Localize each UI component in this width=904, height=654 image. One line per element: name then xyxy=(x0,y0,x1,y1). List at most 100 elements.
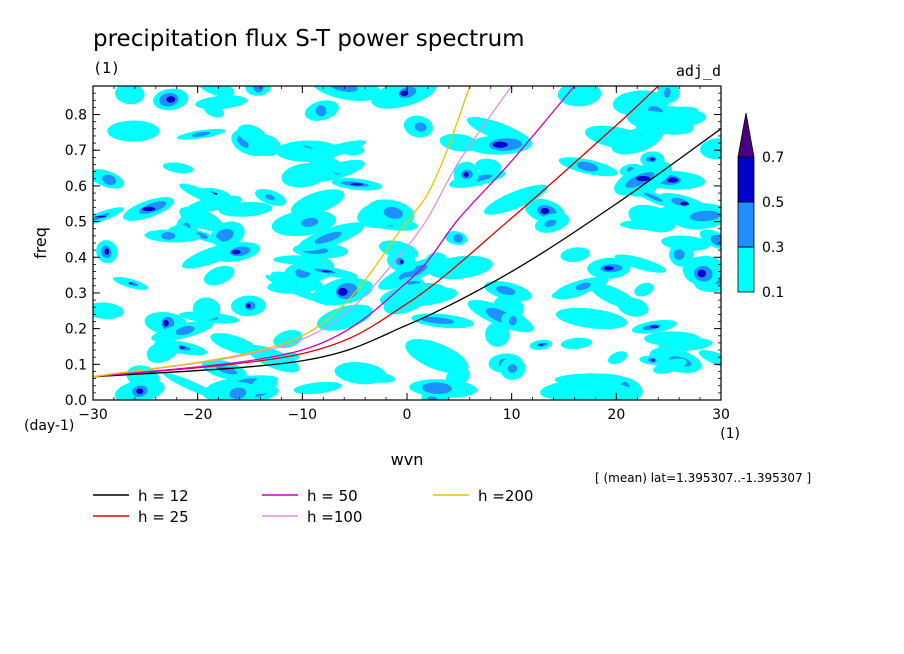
contour-level-1 xyxy=(589,283,638,310)
y-axis: 0.0 0.1 0.2 0.3 0.4 0.5 0.6 0.7 0.8 xyxy=(65,85,721,409)
contour-level-1 xyxy=(270,271,292,281)
contour-level-1 xyxy=(614,254,667,273)
contour-level-1 xyxy=(290,189,345,216)
contour-level-1 xyxy=(147,340,180,363)
legend: h = 12 h = 25 h = 50 h =100 h =200 xyxy=(93,487,533,526)
contour-level-2 xyxy=(508,316,517,326)
contour-level-2 xyxy=(314,231,342,244)
x-tick-label: 20 xyxy=(607,407,625,423)
colorbar-segment xyxy=(737,156,755,203)
contour-level-2 xyxy=(420,316,455,324)
contour-level-3 xyxy=(321,270,332,273)
x-axis: −30 −20 −10 0 10 20 30 xyxy=(78,86,730,423)
contour-level-2 xyxy=(195,232,208,239)
units-label: (1) xyxy=(93,59,120,77)
y-tick-label: 0.1 xyxy=(65,357,87,373)
dispersion-curves xyxy=(93,86,721,378)
x-tick-label: 0 xyxy=(403,407,412,423)
contour-level-3 xyxy=(231,249,241,255)
y-axis-units: (day-1) xyxy=(24,418,74,434)
contour-level-3 xyxy=(350,183,364,186)
contour-level-1 xyxy=(273,330,303,348)
contour-level-3 xyxy=(104,248,110,255)
curve-h-200 xyxy=(93,86,471,378)
contour-level-1 xyxy=(611,128,642,139)
contour-level-1 xyxy=(574,383,633,400)
contour-level-1 xyxy=(247,144,283,155)
contour-level-1 xyxy=(555,307,628,330)
contour-level-2 xyxy=(453,234,463,243)
x-axis-label: wvn xyxy=(391,450,424,469)
contour-level-1 xyxy=(654,205,691,223)
contour-level-3 xyxy=(650,325,659,329)
contour-level-1 xyxy=(179,206,224,232)
contour-level-1 xyxy=(107,120,160,142)
colorbar-extend-arrow xyxy=(737,112,755,158)
contour-level-1 xyxy=(186,195,242,213)
contour-level-2 xyxy=(544,219,557,227)
contour-level-1 xyxy=(653,358,687,374)
contour-level-2 xyxy=(710,235,721,246)
colorbar-label: 0.3 xyxy=(762,240,784,256)
contour-level-1 xyxy=(162,162,194,174)
contour-level-3 xyxy=(163,319,169,327)
contour-level-3 xyxy=(667,177,679,183)
contour-level-2 xyxy=(644,192,663,202)
y-tick-label: 0.8 xyxy=(65,108,87,124)
contour-level-2 xyxy=(301,217,319,227)
contour-level-3 xyxy=(136,388,144,394)
contour-level-2 xyxy=(689,210,721,222)
contour-level-3 xyxy=(142,206,156,212)
colorbar-label: 0.1 xyxy=(762,285,784,301)
contour-level-2 xyxy=(264,194,276,201)
contour-level-1 xyxy=(475,158,502,174)
contour-level-1 xyxy=(560,247,590,262)
legend-label: h = 12 xyxy=(138,487,189,505)
contour-level-3 xyxy=(246,303,251,309)
contour-level-3 xyxy=(680,201,689,206)
contour-level-1 xyxy=(557,86,602,107)
contour-level-1 xyxy=(484,184,548,215)
legend-label: h =100 xyxy=(307,508,362,526)
contour-level-1 xyxy=(273,255,320,265)
contour-level-1 xyxy=(203,265,235,286)
contour-level-1 xyxy=(265,275,322,303)
chart-title: precipitation flux S-T power spectrum xyxy=(93,26,525,52)
contour-level-3 xyxy=(603,266,614,271)
contour-level-1 xyxy=(218,201,273,217)
contour-level-3 xyxy=(636,175,651,182)
colorbar-segment xyxy=(737,201,755,248)
x-tick-label: −20 xyxy=(183,407,213,423)
contour-level-3 xyxy=(400,260,404,264)
mean-lat-note: [ (mean) lat=1.395307..-1.395307 ] xyxy=(595,471,811,485)
contour-level-1 xyxy=(293,381,342,395)
contour-level-1 xyxy=(358,371,396,383)
contour-level-2 xyxy=(414,122,427,132)
contour-level-2 xyxy=(673,249,685,260)
y-axis-label: freq xyxy=(31,227,50,259)
contour-level-2 xyxy=(191,131,211,137)
contour-level-1 xyxy=(210,333,259,355)
y-tick-label: 0.4 xyxy=(65,250,87,266)
contour-level-1 xyxy=(634,282,654,297)
colorbar-label: 0.5 xyxy=(762,195,784,211)
contour-level-3 xyxy=(166,96,176,103)
contour-level-3 xyxy=(540,207,550,214)
contour-level-3 xyxy=(649,157,655,161)
contour-level-3 xyxy=(492,141,508,148)
contour-level-3 xyxy=(651,359,656,362)
y-tick-label: 0.5 xyxy=(65,215,87,231)
contour-level-2 xyxy=(253,86,264,93)
contour-level-3 xyxy=(128,282,133,285)
contour-level-2 xyxy=(576,161,599,172)
contour-level-2 xyxy=(496,286,516,296)
contour-level-2 xyxy=(507,364,518,373)
contour-level-3 xyxy=(400,90,409,96)
contour-level-1 xyxy=(405,339,469,374)
contour-level-3 xyxy=(337,287,348,296)
contour-level-1 xyxy=(250,376,278,395)
contour-level-3 xyxy=(463,172,469,177)
contour-level-1 xyxy=(192,297,221,321)
contour-level-1 xyxy=(626,110,694,135)
contour-level-2 xyxy=(664,87,671,98)
